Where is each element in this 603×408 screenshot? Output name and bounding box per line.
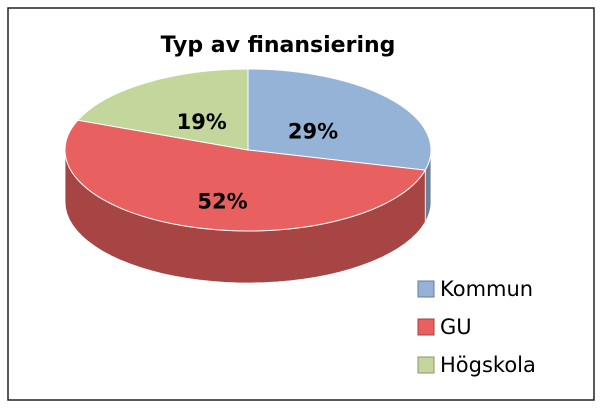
legend-label: GU <box>440 315 472 339</box>
legend-label: Kommun <box>440 277 533 301</box>
pie-slice <box>76 68 249 151</box>
pie-slice <box>64 119 427 232</box>
legend-label: Högskola <box>440 353 536 377</box>
data-label: 52% <box>197 189 247 213</box>
data-label: 19% <box>177 110 227 134</box>
chart-title: Typ av finansiering <box>161 33 396 58</box>
legend-swatch <box>417 318 435 336</box>
legend-swatch <box>417 356 435 374</box>
legend-swatch <box>417 280 435 298</box>
data-label: 29% <box>288 120 338 144</box>
pie-slice <box>247 68 432 171</box>
